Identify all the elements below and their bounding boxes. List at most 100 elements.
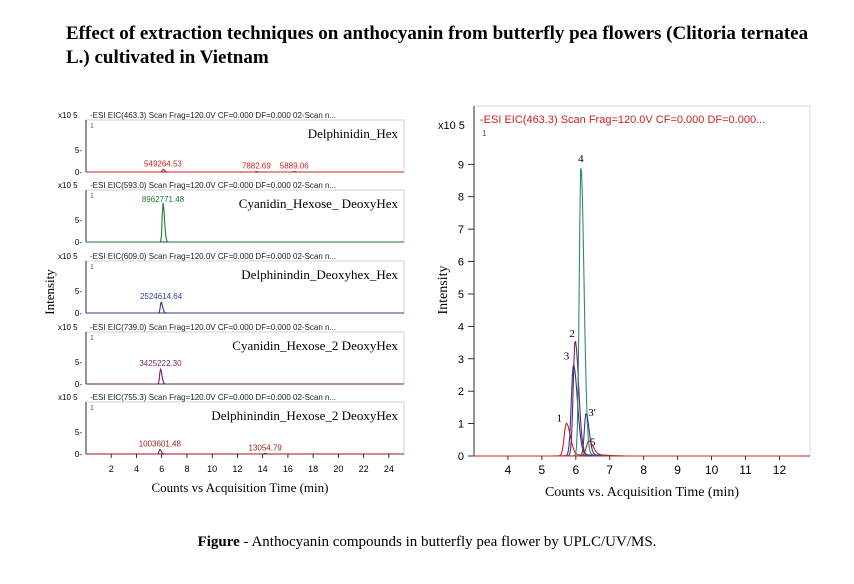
- right-y-tick-label: 8: [458, 192, 464, 204]
- x-tick-label: 18: [308, 464, 318, 474]
- right-y-tick-label: 4: [458, 321, 464, 333]
- right-y-tick-label: 1: [458, 419, 464, 431]
- compound-name: Cyanidin_Hexose_ DeoxyHex: [239, 196, 399, 211]
- right-index: 1: [482, 129, 487, 138]
- eic-panel-3: x10 5 -ESI EIC(609.0) Scan Frag=120.0V CF…: [58, 252, 405, 318]
- series-trace-2: [474, 340, 810, 457]
- right-x-tick-label: 8: [640, 463, 647, 477]
- left-x-axis-label: Counts vs Acquisition Time (min): [152, 480, 329, 495]
- series-trace-1: [474, 422, 810, 457]
- x-tick-label: 2: [109, 464, 114, 474]
- eic-panel-5: x10 5 -ESI EIC(755.3) Scan Frag=120.0V CF…: [58, 393, 405, 459]
- panel-ytick-5: 5-: [75, 216, 82, 225]
- series-trace-3: [474, 364, 810, 457]
- right-y-axis-label: Intensity: [436, 266, 451, 315]
- panel-scale: x10 5: [58, 111, 78, 120]
- right-y-tick-label: 6: [458, 257, 464, 269]
- panel-ytick-0: 0-: [75, 309, 82, 318]
- compound-name: Cyanidin_Hexose_2 DeoxyHex: [232, 338, 398, 353]
- eic-trace: [86, 168, 404, 173]
- eic-panel-2: x10 5 -ESI EIC(593.0) Scan Frag=120.0V CF…: [58, 181, 405, 247]
- left-x-ticks: 2 4 6 8 10 12 14 16 18 20 22 24: [109, 454, 394, 474]
- panel-scale: x10 5: [58, 393, 78, 402]
- peak-value-label: 2524614.64: [140, 292, 183, 301]
- compound-name: Delphinindin_Hexose_2 DeoxyHex: [211, 408, 398, 423]
- peak-number-label: 3: [564, 350, 570, 362]
- peak-value-label: 7882.69: [242, 161, 271, 170]
- panel-header: -ESI EIC(739.0) Scan Frag=120.0V CF=0.00…: [90, 323, 336, 332]
- panel-scale: x10 5: [58, 252, 78, 261]
- right-x-tick-label: 4: [505, 463, 512, 477]
- right-x-tick-label: 12: [773, 463, 787, 477]
- compound-name: Delphinidin_Hex: [308, 126, 399, 141]
- right-frame: [473, 105, 811, 457]
- panel-header: -ESI EIC(609.0) Scan Frag=120.0V CF=0.00…: [90, 252, 336, 261]
- left-y-axis-label: Intensity: [42, 269, 57, 315]
- right-x-tick-label: 6: [572, 463, 579, 477]
- panel-ytick-0: 0-: [75, 380, 82, 389]
- x-tick-label: 20: [333, 464, 343, 474]
- panel-scale: x10 5: [58, 181, 78, 190]
- peak-value-label: 5889.06: [280, 162, 309, 171]
- panel-index: 1: [90, 405, 94, 412]
- right-x-tick-label: 5: [539, 463, 546, 477]
- right-x-tick-label: 11: [739, 463, 752, 477]
- right-y-tick-label: 7: [458, 224, 464, 236]
- x-tick-label: 12: [232, 464, 242, 474]
- panel-header: -ESI EIC(755.3) Scan Frag=120.0V CF=0.00…: [90, 393, 336, 402]
- x-tick-label: 8: [184, 464, 189, 474]
- right-y-tick-label: 2: [458, 386, 464, 398]
- eic-panel-1: x10 5 -ESI EIC(463.3) Scan Frag=120.0V CF…: [58, 111, 405, 177]
- figure-title: Effect of extraction techniques on antho…: [66, 23, 809, 68]
- x-tick-label: 24: [384, 464, 394, 474]
- right-x-tick-label: 9: [674, 463, 681, 477]
- peak-number-label: 2: [569, 328, 575, 340]
- x-tick-label: 14: [258, 464, 268, 474]
- panel-ytick-5: 5-: [75, 428, 82, 437]
- series-trace-3p: [474, 413, 810, 457]
- peak-number-label: 1: [557, 413, 563, 425]
- panel-index: 1: [90, 123, 94, 130]
- x-tick-label: 16: [283, 464, 293, 474]
- caption-text: - Anthocyanin compounds in butterfly pea…: [239, 534, 657, 550]
- right-x-axis-label: Counts vs. Acquisition Time (min): [545, 485, 739, 500]
- peak-value-label: 1003601.48: [139, 440, 182, 449]
- eic-trace: [86, 301, 404, 314]
- peak-number-label: 5: [590, 436, 596, 448]
- right-scale: x10 5: [438, 120, 465, 132]
- eic-trace: [86, 367, 404, 385]
- panel-ytick-5: 5-: [75, 287, 82, 296]
- panel-ytick-5: 5-: [75, 146, 82, 155]
- peak-value-label: 13054.79: [249, 444, 283, 453]
- x-tick-label: 6: [159, 464, 164, 474]
- right-x-tick-label: 7: [606, 463, 613, 477]
- panel-ytick-0: 0-: [75, 238, 82, 247]
- x-tick-label: 22: [359, 464, 369, 474]
- panel-ytick-0: 0-: [75, 168, 82, 177]
- right-header: -ESI EIC(463.3) Scan Frag=120.0V CF=0.00…: [480, 114, 765, 126]
- caption-label: Figure: [197, 534, 240, 550]
- compound-name: Delphinindin_Deoxyhex_Hex: [241, 267, 398, 282]
- figure-caption: Figure - Anthocyanin compounds in butter…: [0, 534, 854, 551]
- right-y-tick-label: 0: [458, 451, 464, 463]
- eic-trace: [86, 202, 404, 243]
- eic-panel-4: x10 5 -ESI EIC(739.0) Scan Frag=120.0V CF…: [58, 323, 405, 389]
- panel-ytick-0: 0-: [75, 450, 82, 459]
- x-tick-label: 10: [207, 464, 217, 474]
- right-x-tick-label: 10: [705, 463, 719, 477]
- series-trace-5: [474, 440, 810, 457]
- left-stacked-chart: x10 5 -ESI EIC(463.3) Scan Frag=120.0V CF…: [42, 111, 405, 495]
- panel-header: -ESI EIC(593.0) Scan Frag=120.0V CF=0.00…: [90, 181, 336, 190]
- right-y-tick-label: 5: [458, 289, 464, 301]
- panel-ytick-5: 5-: [75, 358, 82, 367]
- panel-scale: x10 5: [58, 323, 78, 332]
- series-trace-4: [474, 168, 810, 457]
- peak-value-label: 3425222.30: [139, 359, 182, 368]
- peak-number-label: 4: [578, 153, 584, 165]
- right-overlay-chart: x10 5 -ESI EIC(463.3) Scan Frag=120.0V CF…: [436, 105, 811, 500]
- x-tick-label: 4: [134, 464, 139, 474]
- peak-number-label: 3': [588, 407, 596, 419]
- panel-index: 1: [90, 335, 94, 342]
- peak-value-label: 8962771.48: [142, 195, 185, 204]
